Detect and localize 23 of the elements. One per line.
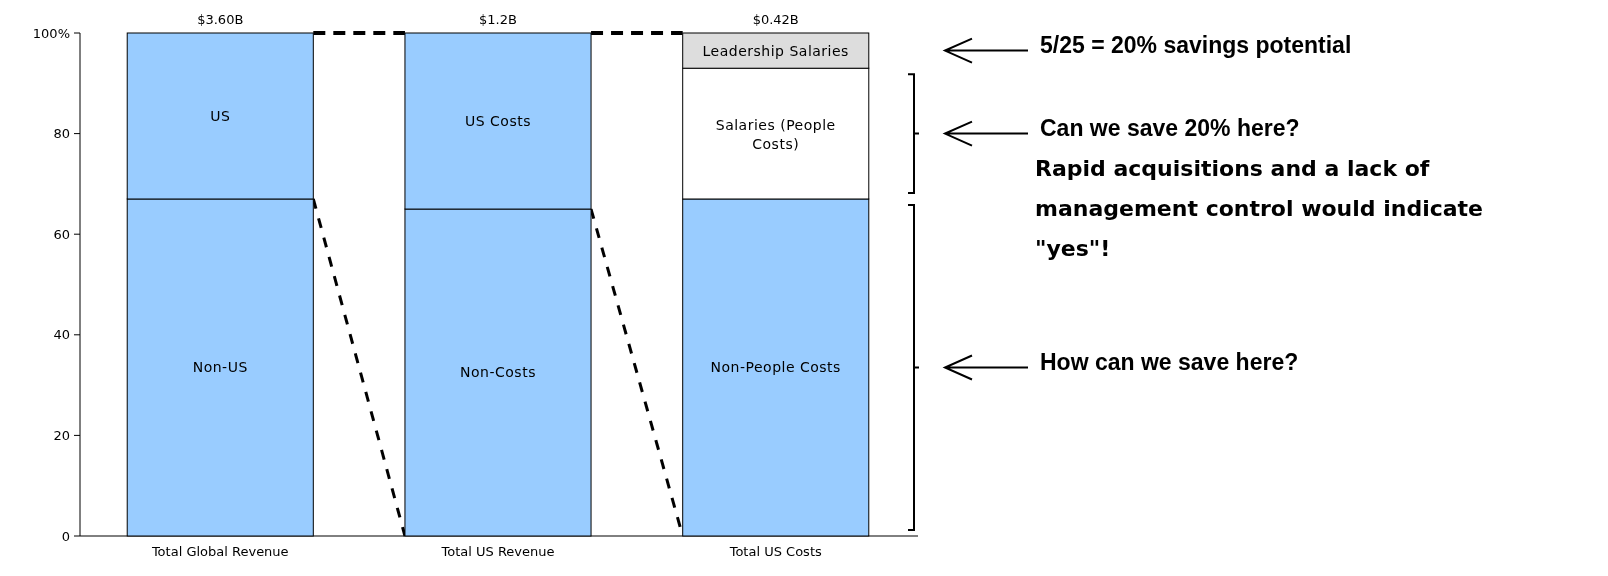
annotation: $0.42B [752,12,799,27]
data-label: Leadership Salaries [702,42,849,59]
y-tick-label: 80 [53,126,70,142]
y-tick-label: 100% [32,25,70,41]
y-tick-label: 0 [61,528,70,544]
y-tick-label: 40 [53,327,70,343]
y-tick-label: 60 [53,226,70,242]
annotation: $1.2B [479,12,517,27]
data-label: Salaries (People Costs) [715,116,836,152]
data-label: Non-People Costs [710,359,841,376]
text: Rapid acquisitions and a lack of management control would indicate "yes"! [1035,155,1483,261]
data-label: Non-Costs [460,364,536,381]
text: 5/25 = 20% savings potential [1040,31,1352,58]
data-label: US [210,107,231,124]
data-label: Non-US [192,359,248,376]
x-tick-label: Total Global Revenue [150,544,289,559]
text: How can we save here? [1040,348,1299,375]
data-label: US Costs [464,112,532,129]
x-tick-label: Total US Revenue [440,544,555,559]
text: Can we save 20% here? [1040,114,1300,141]
x-tick-label: Total US Costs [728,544,822,559]
y-tick-label: 20 [53,427,70,443]
annotation: $3.60B [197,12,244,27]
